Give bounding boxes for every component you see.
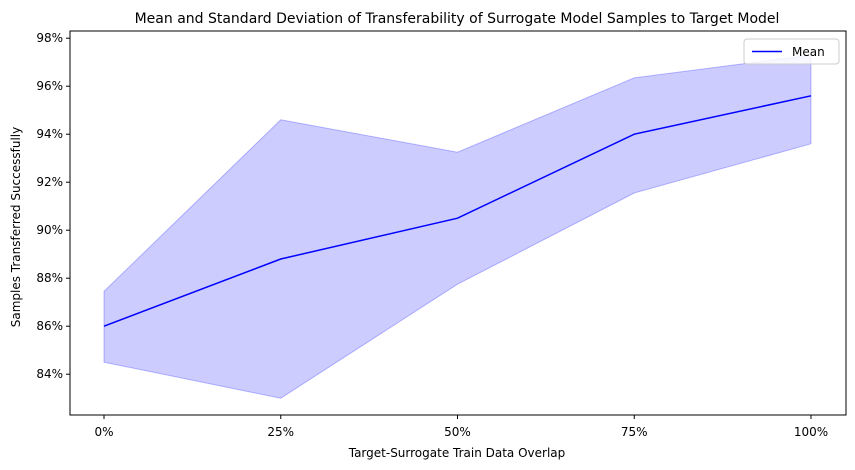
y-axis: 84% 86% 88% 90% 92% 94% 96% 98% xyxy=(36,31,70,381)
y-axis-title: Samples Transferred Successfully xyxy=(9,127,23,328)
x-tick-label: 25% xyxy=(267,425,294,439)
x-axis-title: Target-Surrogate Train Data Overlap xyxy=(348,446,566,460)
x-tick-label: 75% xyxy=(621,425,648,439)
y-tick-label: 86% xyxy=(36,319,63,333)
y-tick-label: 88% xyxy=(36,271,63,285)
chart-title: Mean and Standard Deviation of Transfera… xyxy=(135,11,780,27)
y-tick-label: 96% xyxy=(36,79,63,93)
y-tick-label: 98% xyxy=(36,31,63,45)
y-tick-label: 84% xyxy=(36,367,63,381)
y-tick-label: 92% xyxy=(36,175,63,189)
x-tick-label: 100% xyxy=(794,425,828,439)
x-tick-label: 0% xyxy=(94,425,113,439)
plot-area xyxy=(103,54,812,399)
legend-box xyxy=(743,38,840,65)
std-deviation-band xyxy=(103,54,812,399)
x-tick-label: 50% xyxy=(444,425,471,439)
y-tick-label: 94% xyxy=(36,127,63,141)
legend-label-mean: Mean xyxy=(792,45,825,59)
legend: Mean xyxy=(743,38,840,65)
x-axis: 0% 25% 50% 75% 100% xyxy=(94,415,828,439)
y-tick-label: 90% xyxy=(36,223,63,237)
mean-series-line xyxy=(103,95,812,327)
